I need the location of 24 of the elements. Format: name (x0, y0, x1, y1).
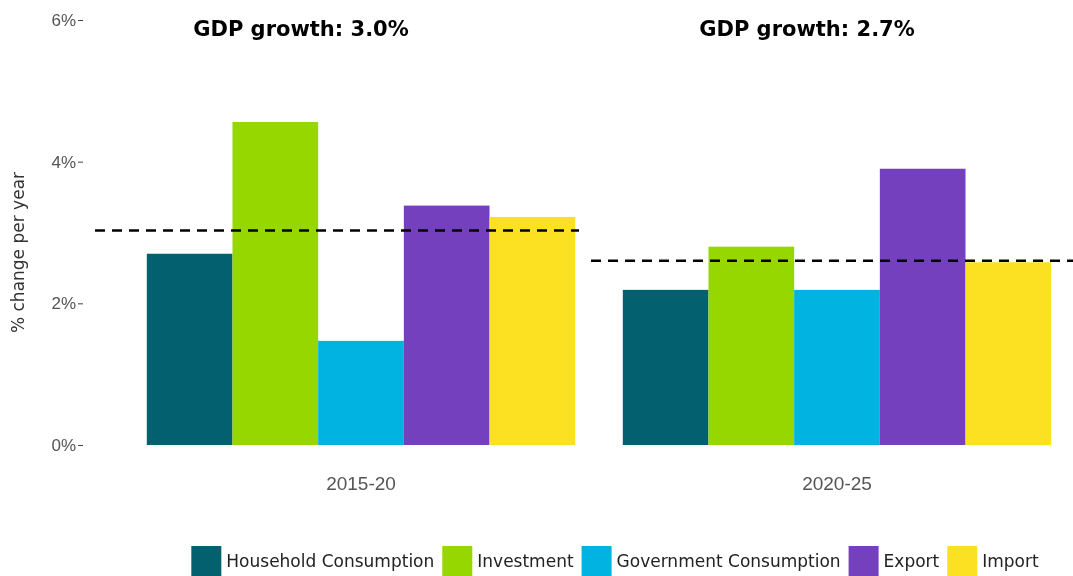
y-tick-label: 2% (51, 294, 76, 314)
y-tick-label: 0% (51, 435, 76, 455)
bar (489, 216, 576, 445)
legend-label: Investment (477, 551, 574, 571)
legend-label: Import (982, 551, 1040, 571)
bar (879, 168, 966, 445)
x-tick-label: 2020-25 (802, 473, 872, 495)
annotation: GDP growth: 3.0% (193, 17, 409, 41)
bar (232, 122, 319, 445)
bar (965, 262, 1052, 445)
x-tick-label: 2015-20 (326, 473, 396, 495)
legend-label: Household Consumption (226, 551, 435, 571)
legend-label: Government Consumption (616, 551, 841, 571)
bar (403, 205, 490, 445)
bar (708, 246, 795, 445)
bar (146, 253, 233, 445)
legend-label: Export (883, 551, 940, 571)
bar (318, 340, 404, 445)
y-axis-title: % change per year (8, 171, 28, 334)
y-tick-label: 6% (51, 10, 76, 30)
bar (794, 289, 880, 445)
bar (622, 289, 709, 445)
y-tick-label: 4% (51, 152, 76, 172)
annotation: GDP growth: 2.7% (699, 17, 915, 41)
